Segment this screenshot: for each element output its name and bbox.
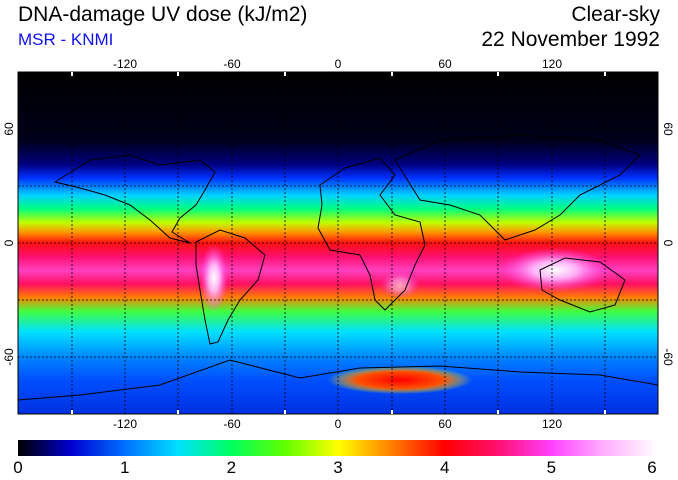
lon-label-top: -60 xyxy=(223,57,241,71)
lon-label-bottom: 0 xyxy=(335,417,342,431)
australia-coast xyxy=(539,257,626,313)
asia-coast xyxy=(394,134,641,241)
lat-label-right: -60 xyxy=(661,348,675,366)
colorbar-label: 1 xyxy=(119,458,130,477)
map-title: DNA-damage UV dose (kJ/m2) xyxy=(18,3,308,26)
lon-label-bottom: 120 xyxy=(542,417,562,431)
date-label: 22 November 1992 xyxy=(481,28,660,51)
lat-label-right: 60 xyxy=(661,122,675,136)
lat-label-left: -60 xyxy=(2,348,16,366)
lat-label-right: 0 xyxy=(661,240,675,247)
colorbar-label: 3 xyxy=(333,458,343,477)
lat-label-left: 0 xyxy=(2,239,16,246)
south-america-coast xyxy=(195,229,266,345)
map-frame xyxy=(17,71,659,415)
andes-hotspot xyxy=(200,244,228,312)
antarctic-hotspot xyxy=(328,366,472,394)
map-subtitle: MSR - KNMI xyxy=(18,30,114,49)
colorbar-label: 2 xyxy=(226,458,237,477)
lon-label-top: -120 xyxy=(113,57,137,71)
antarctica-coast xyxy=(18,359,658,401)
colorbar-label: 0 xyxy=(13,458,23,477)
colorbar-label: 6 xyxy=(647,458,657,477)
lon-label-bottom: -120 xyxy=(113,417,137,431)
lon-label-bottom: -60 xyxy=(223,417,241,431)
lon-ticks xyxy=(71,72,606,414)
australia-hotspot xyxy=(500,248,610,292)
lon-label-top: 60 xyxy=(438,57,452,71)
uv-dose-map: -120 -60 0 60 120 -120 -60 0 60 120 60 0… xyxy=(2,57,675,431)
lon-label-top: 120 xyxy=(542,57,562,71)
colorbar-label: 4 xyxy=(439,458,450,477)
lon-label-top: 0 xyxy=(335,57,342,71)
colorbar-label: 5 xyxy=(546,458,557,477)
sky-condition-label: Clear-sky xyxy=(571,3,660,26)
lon-label-bottom: 60 xyxy=(438,417,452,431)
north-america-coast xyxy=(53,154,216,244)
graticule xyxy=(18,72,658,414)
europe-africa-coast xyxy=(317,157,426,311)
coastlines xyxy=(18,134,658,401)
lat-label-left: 60 xyxy=(2,122,16,136)
colorbar xyxy=(18,440,658,456)
